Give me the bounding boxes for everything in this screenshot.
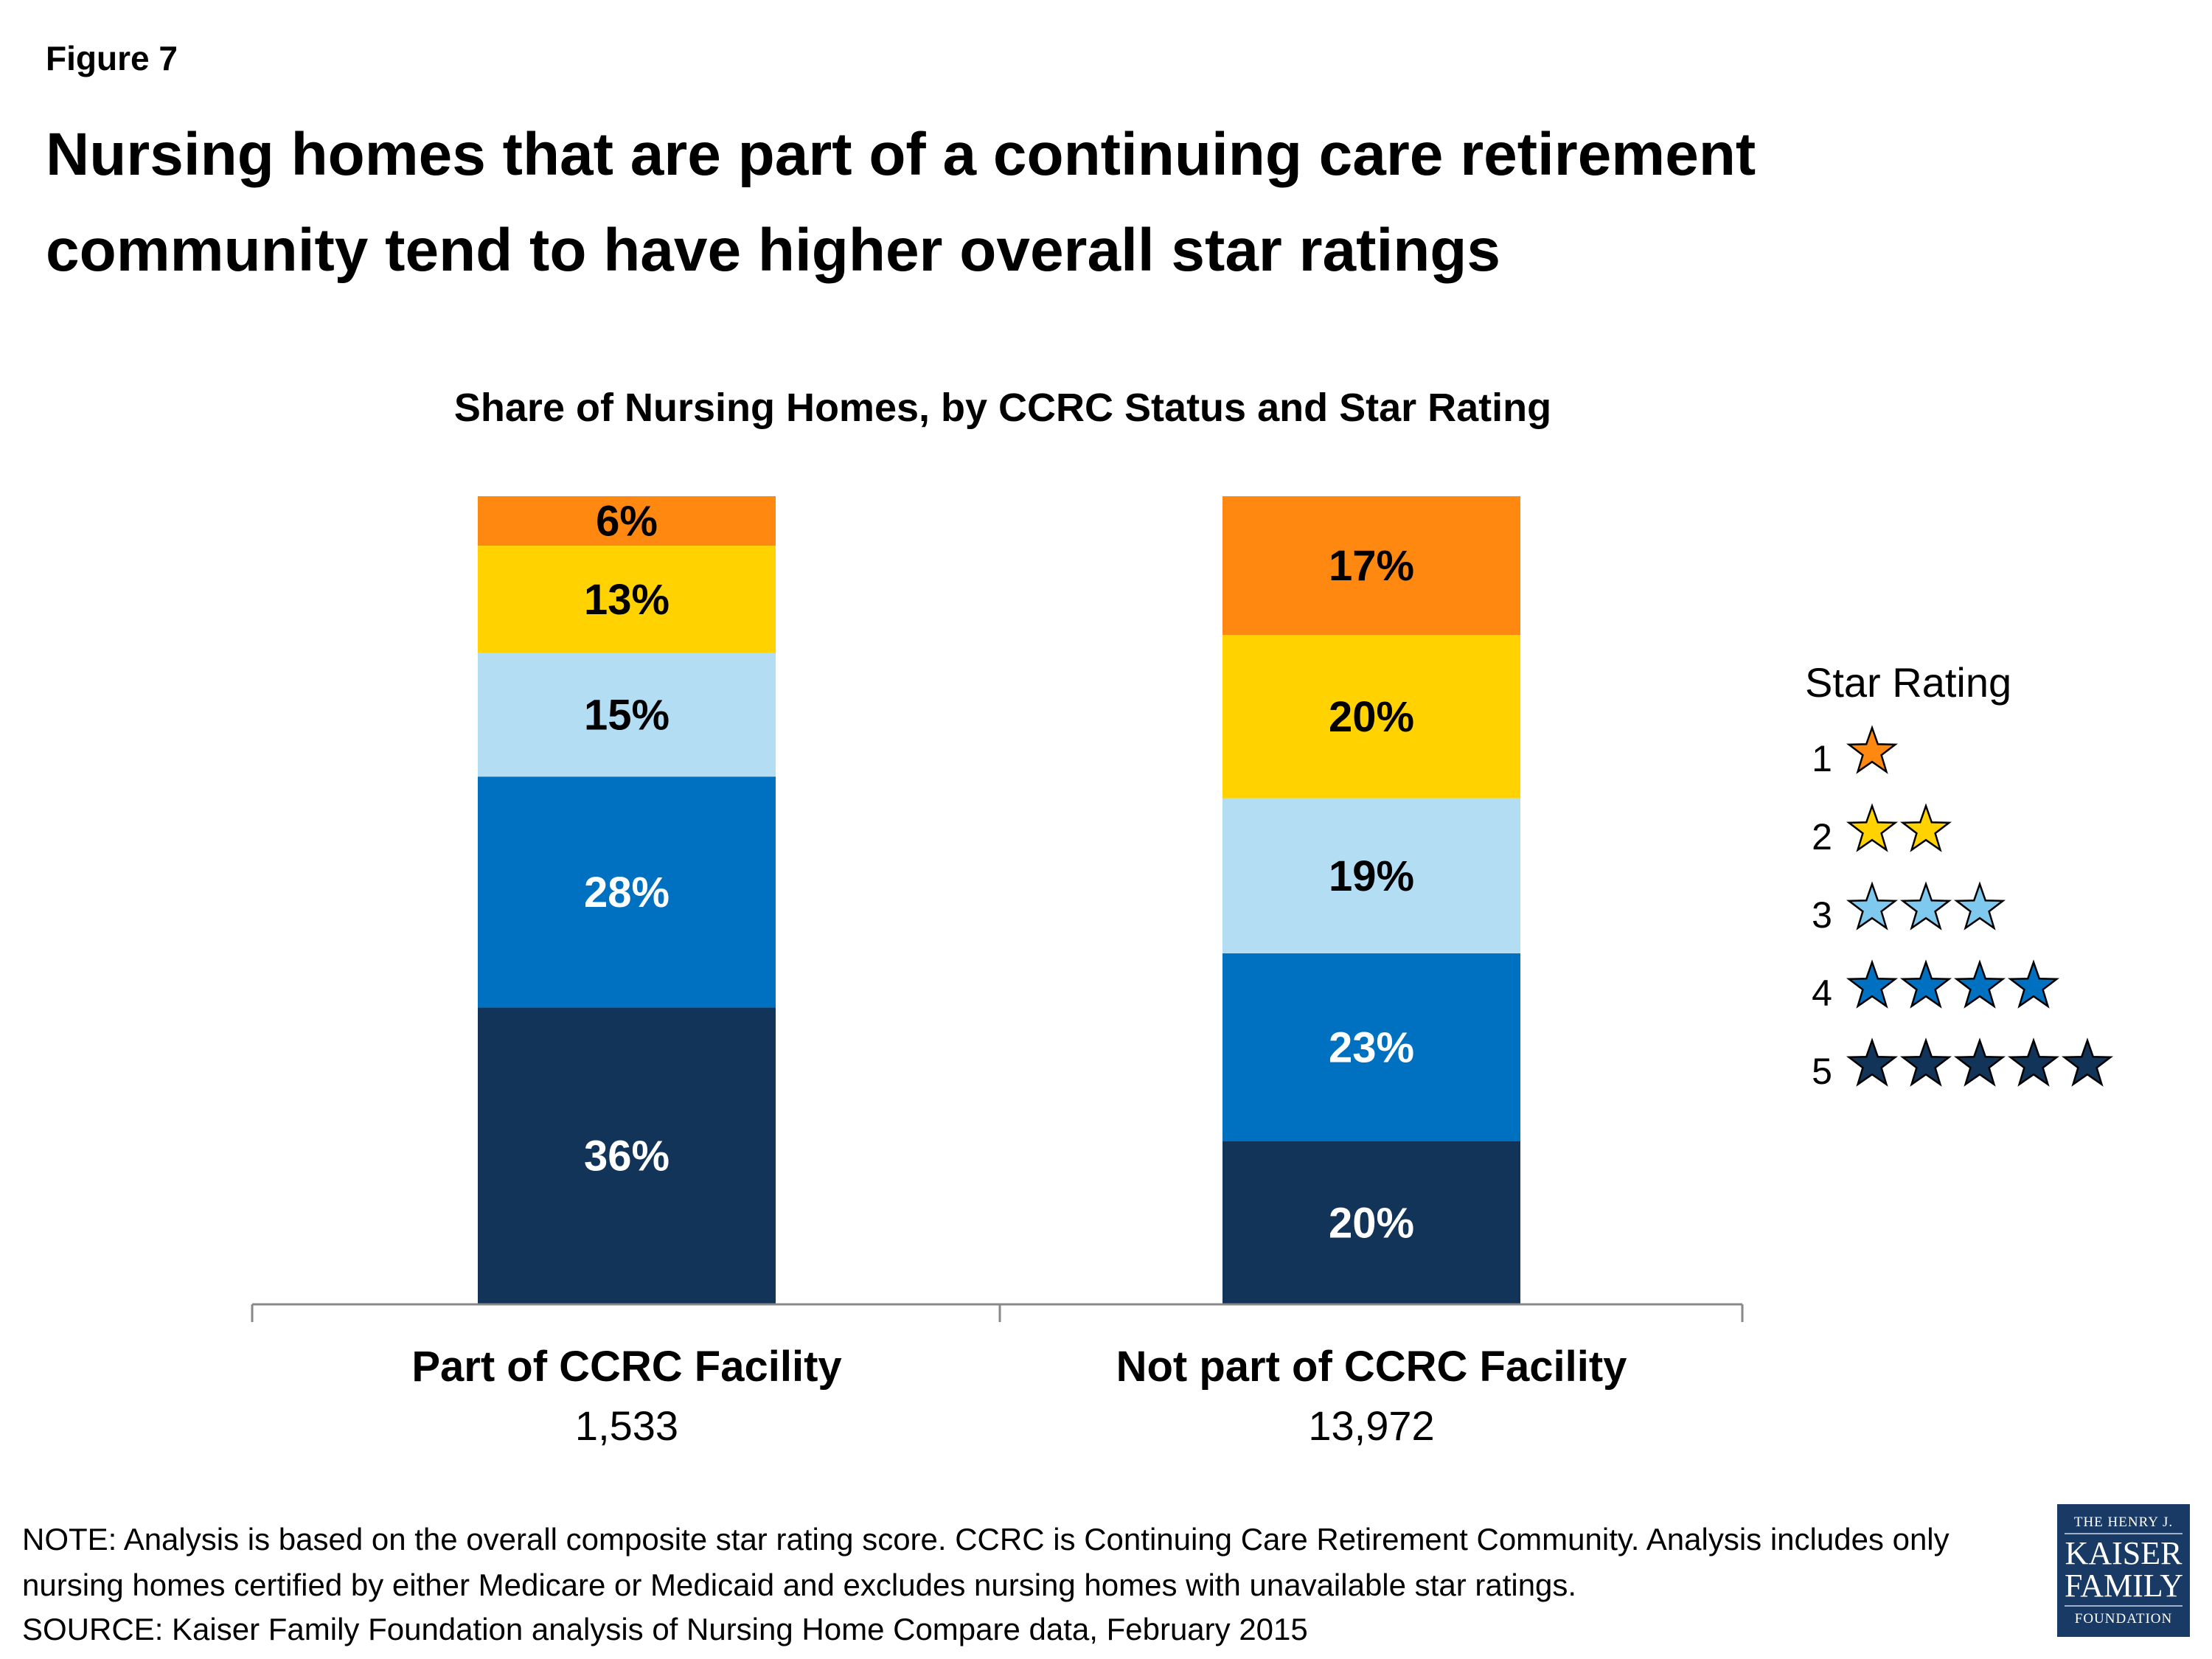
star-icon [1953, 959, 2006, 1009]
category-label-ccrc: Part of CCRC Facility 1,533 [258, 1342, 995, 1450]
bar-segment-1-star [478, 496, 776, 546]
bar-segment-5-star [1222, 1141, 1520, 1304]
star-icon [1846, 881, 1899, 931]
star-icon [1846, 1037, 1899, 1087]
category-count: 13,972 [1308, 1402, 1435, 1449]
star-icon [1846, 803, 1899, 852]
legend-label: 4 [1812, 973, 1832, 1014]
bar-segment-4-star [1222, 953, 1520, 1141]
data-label: 17% [1329, 542, 1414, 590]
bar-segment-5-star [478, 1007, 776, 1304]
category-count: 1,533 [574, 1402, 679, 1449]
star-icon [1953, 881, 2006, 931]
legend-title: Star Rating [1805, 659, 2012, 706]
bar-segment-2-star [478, 546, 776, 653]
data-label: 13% [584, 576, 669, 624]
figure-label: Figure 7 [46, 39, 178, 77]
star-icon [2061, 1037, 2114, 1087]
data-label: 20% [1329, 693, 1414, 741]
kff-logo: THE HENRY J. KAISER FAMILY FOUNDATION [2057, 1504, 2190, 1637]
category-name: Not part of CCRC Facility [1116, 1343, 1627, 1391]
star-icon [1846, 725, 1899, 774]
star-icon [1899, 803, 1952, 852]
chart-title: Share of Nursing Homes, by CCRC Status a… [453, 386, 1552, 430]
bar-segment-3-star [478, 653, 776, 777]
category-label-non-ccrc: Not part of CCRC Facility 13,972 [1003, 1342, 1740, 1450]
data-label: 28% [584, 869, 669, 917]
source-line: SOURCE: Kaiser Family Foundation analysi… [22, 1612, 1308, 1646]
page-title: Nursing homes that are part of a continu… [46, 107, 2184, 299]
legend-label: 5 [1812, 1051, 1832, 1092]
legend-label: 3 [1812, 894, 1832, 936]
star-icon [2007, 1037, 2060, 1087]
data-label: 15% [584, 691, 669, 739]
data-label: 20% [1329, 1199, 1414, 1247]
data-label: 6% [596, 498, 658, 546]
legend-label: 2 [1812, 816, 1832, 858]
legend-label: 1 [1812, 738, 1832, 779]
note-line-2: nursing homes certified by either Medica… [22, 1568, 1577, 1602]
title-line-1: Nursing homes that are part of a continu… [46, 121, 1756, 188]
star-icon [1953, 1037, 2006, 1087]
data-label: 36% [584, 1133, 669, 1180]
star-icon [1899, 881, 1952, 931]
logo-text: FOUNDATION [2074, 1611, 2173, 1627]
note-line-1: NOTE: Analysis is based on the overall c… [22, 1522, 1950, 1557]
logo-text: FAMILY [2065, 1570, 2183, 1607]
bar-segment-4-star [478, 776, 776, 1008]
bar-segment-2-star [1222, 635, 1520, 799]
star-icon [1899, 1037, 1952, 1087]
logo-text: THE HENRY J. [2065, 1514, 2183, 1534]
bar-segment-1-star [1222, 496, 1520, 636]
star-icon [1899, 959, 1952, 1009]
star-icon [2007, 959, 2060, 1009]
data-label: 23% [1329, 1023, 1414, 1071]
star-icon [1846, 959, 1899, 1009]
logo-text: KAISER [2065, 1535, 2183, 1571]
category-name: Part of CCRC Facility [411, 1343, 842, 1391]
data-label: 19% [1329, 852, 1414, 900]
title-line-2: community tend to have higher overall st… [46, 217, 1501, 284]
bar-segment-3-star [1222, 798, 1520, 953]
